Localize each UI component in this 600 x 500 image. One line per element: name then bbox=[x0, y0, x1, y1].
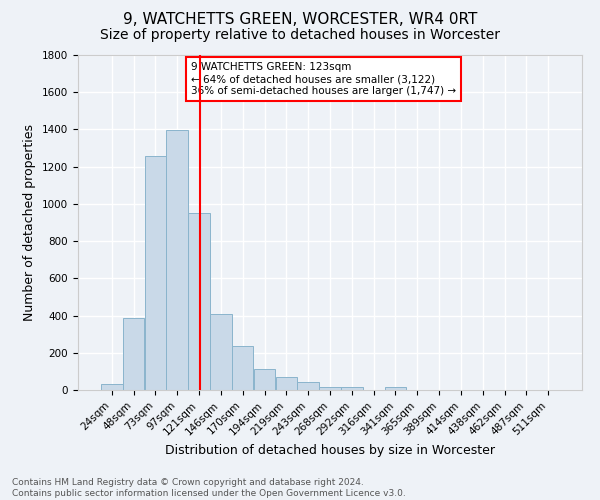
X-axis label: Distribution of detached houses by size in Worcester: Distribution of detached houses by size … bbox=[165, 444, 495, 456]
Bar bbox=[385, 387, 406, 390]
Bar bbox=[254, 368, 275, 390]
Bar bbox=[275, 377, 297, 390]
Bar bbox=[319, 387, 341, 390]
Text: 9, WATCHETTS GREEN, WORCESTER, WR4 0RT: 9, WATCHETTS GREEN, WORCESTER, WR4 0RT bbox=[123, 12, 477, 28]
Bar bbox=[123, 318, 145, 390]
Bar bbox=[166, 130, 188, 390]
Bar bbox=[145, 156, 166, 390]
Text: 9 WATCHETTS GREEN: 123sqm
← 64% of detached houses are smaller (3,122)
36% of se: 9 WATCHETTS GREEN: 123sqm ← 64% of detac… bbox=[191, 62, 456, 96]
Bar bbox=[298, 382, 319, 390]
Bar bbox=[341, 387, 362, 390]
Bar bbox=[101, 384, 122, 390]
Text: Size of property relative to detached houses in Worcester: Size of property relative to detached ho… bbox=[100, 28, 500, 42]
Bar bbox=[232, 346, 253, 390]
Bar bbox=[210, 314, 232, 390]
Y-axis label: Number of detached properties: Number of detached properties bbox=[23, 124, 37, 321]
Text: Contains HM Land Registry data © Crown copyright and database right 2024.
Contai: Contains HM Land Registry data © Crown c… bbox=[12, 478, 406, 498]
Bar bbox=[188, 213, 210, 390]
